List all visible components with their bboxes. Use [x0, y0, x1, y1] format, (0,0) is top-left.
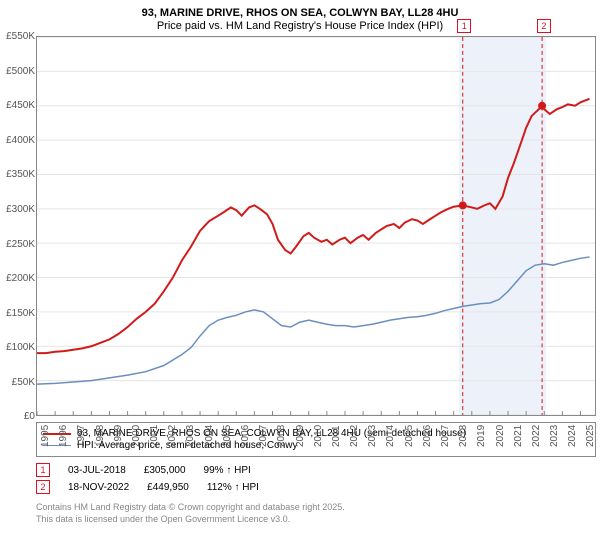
transaction-row-1: 1 03-JUL-2018 £305,000 99% ↑ HPI [36, 463, 596, 477]
x-tick-label: 2009 [295, 425, 306, 447]
x-tick-label: 2015 [404, 425, 415, 447]
y-tick-label: £0 [1, 411, 35, 422]
y-tick-label: £200K [1, 273, 35, 284]
plot-area: £0£50K£100K£150K£200K£250K£300K£350K£400… [36, 36, 596, 416]
x-tick-label: 2006 [240, 425, 251, 447]
x-tick-label: 2003 [185, 425, 196, 447]
footer-line1: Contains HM Land Registry data © Crown c… [36, 502, 600, 514]
x-tick-label: 2004 [204, 425, 215, 447]
x-tick-label: 2000 [131, 425, 142, 447]
x-tick-label: 2012 [349, 425, 360, 447]
x-tick-label: 2020 [495, 425, 506, 447]
x-tick-label: 2010 [313, 425, 324, 447]
x-tick-label: 2001 [149, 425, 160, 447]
transaction-pct-2: 112% ↑ HPI [207, 482, 259, 493]
y-tick-label: £550K [1, 31, 35, 42]
chart-title-line1: 93, MARINE DRIVE, RHOS ON SEA, COLWYN BA… [0, 0, 600, 20]
y-tick-label: £350K [1, 169, 35, 180]
x-tick-label: 2017 [440, 425, 451, 447]
x-tick-label: 2021 [513, 425, 524, 447]
footer: Contains HM Land Registry data © Crown c… [36, 502, 600, 525]
x-tick-label: 2018 [458, 425, 469, 447]
y-tick-label: £450K [1, 100, 35, 111]
x-tick-label: 1999 [113, 425, 124, 447]
x-tick-label: 1997 [76, 425, 87, 447]
x-tick-label: 2024 [567, 425, 578, 447]
y-tick-label: £500K [1, 66, 35, 77]
x-tick-label: 2014 [385, 425, 396, 447]
transaction-marker-2: 2 [36, 480, 50, 494]
transaction-pct-1: 99% ↑ HPI [204, 465, 251, 476]
transaction-date-1: 03-JUL-2018 [68, 465, 126, 476]
x-tick-label: 2013 [367, 425, 378, 447]
plot-marker-2: 2 [537, 19, 551, 33]
transaction-date-2: 18-NOV-2022 [68, 482, 129, 493]
transaction-price-2: £449,950 [147, 482, 189, 493]
plot-marker-1: 1 [457, 19, 471, 33]
x-tick-label: 2011 [331, 426, 342, 448]
y-tick-label: £250K [1, 239, 35, 250]
x-tick-label: 2023 [549, 425, 560, 447]
y-tick-label: £400K [1, 135, 35, 146]
x-tick-label: 2025 [585, 425, 596, 447]
chart-container: 93, MARINE DRIVE, RHOS ON SEA, COLWYN BA… [0, 0, 600, 560]
x-tick-label: 2019 [476, 425, 487, 447]
x-tick-label: 2008 [276, 425, 287, 447]
y-tick-label: £100K [1, 342, 35, 353]
transaction-marker-1: 1 [36, 463, 50, 477]
y-tick-label: £50K [1, 377, 35, 388]
x-tick-label: 2005 [222, 425, 233, 447]
transaction-price-1: £305,000 [144, 465, 186, 476]
transaction-rows: 1 03-JUL-2018 £305,000 99% ↑ HPI 2 18-NO… [36, 463, 596, 494]
footer-line2: This data is licensed under the Open Gov… [36, 514, 600, 526]
y-tick-label: £300K [1, 204, 35, 215]
x-tick-label: 2022 [531, 425, 542, 447]
x-tick-label: 2016 [422, 425, 433, 447]
transaction-row-2: 2 18-NOV-2022 £449,950 112% ↑ HPI [36, 480, 596, 494]
x-tick-label: 2002 [167, 425, 178, 447]
x-tick-label: 2007 [258, 425, 269, 447]
plot-svg [37, 37, 595, 415]
x-tick-label: 1998 [95, 425, 106, 447]
x-tick-label: 1996 [58, 425, 69, 447]
chart-title-line2: Price paid vs. HM Land Registry's House … [0, 20, 600, 36]
x-tick-label: 1995 [40, 425, 51, 447]
y-tick-label: £150K [1, 308, 35, 319]
